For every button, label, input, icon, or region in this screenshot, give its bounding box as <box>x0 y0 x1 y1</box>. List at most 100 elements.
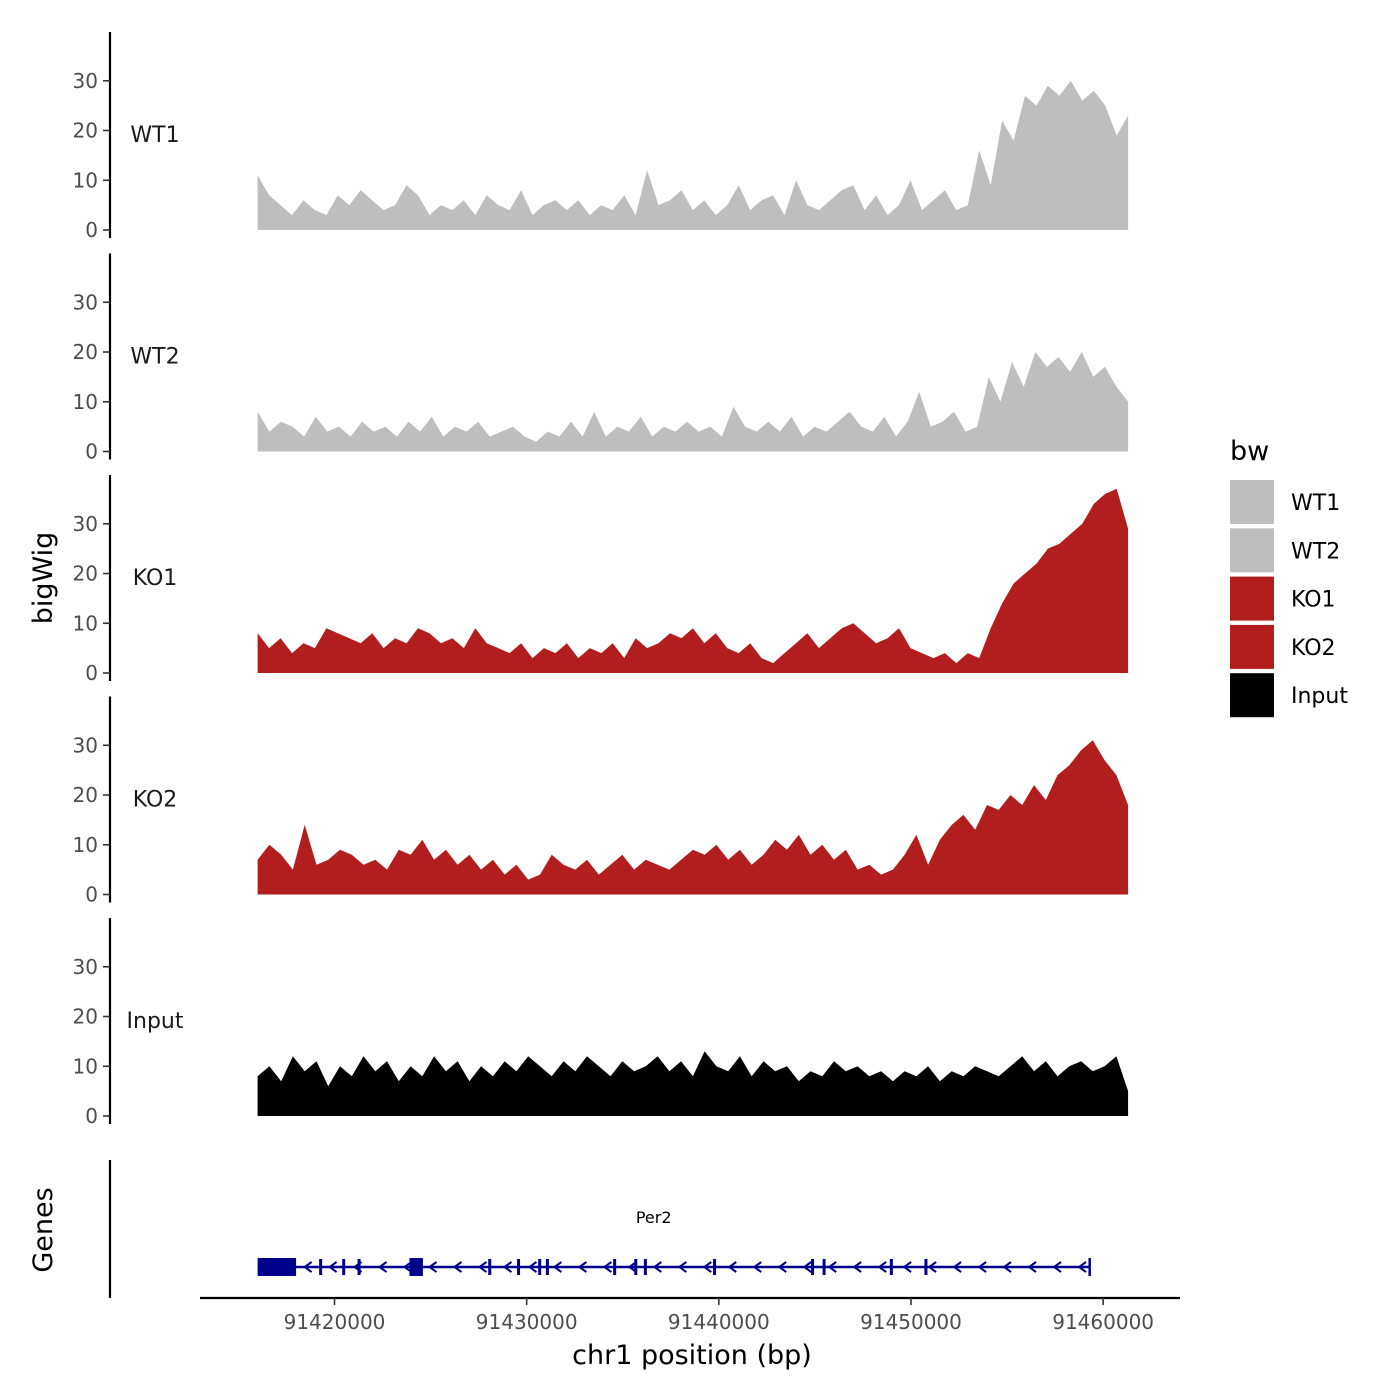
track-label: WT2 <box>130 345 179 370</box>
legend-swatch-ko2 <box>1230 624 1274 669</box>
gene-panel-title: Genes <box>28 1187 59 1272</box>
y-tick-label: 20 <box>73 783 98 807</box>
x-axis-title: chr1 position (bp) <box>572 1340 812 1371</box>
gene-name-label: Per2 <box>636 1208 672 1227</box>
legend-swatch-ko1 <box>1230 576 1274 621</box>
x-tick-label: 91460000 <box>1052 1310 1154 1334</box>
coverage-tracks: 0 10 20 30 WT1 0 10 20 30 WT2 0 10 20 30 KO1 0 10 20 30 KO2… <box>73 32 1129 1128</box>
y-tick-label: 10 <box>73 390 98 414</box>
track-ko2: 0 10 20 30 KO2 <box>73 696 1129 907</box>
x-tick-label: 91440000 <box>668 1310 770 1334</box>
legend-swatch-wt1 <box>1230 480 1274 524</box>
strand-arrow <box>977 1261 987 1273</box>
legend-label-ko2: KO2 <box>1291 636 1336 661</box>
strand-arrow <box>377 1261 388 1273</box>
strand-arrow <box>727 1261 737 1273</box>
strand-arrow <box>777 1261 787 1273</box>
strand-arrow <box>802 1261 812 1273</box>
strand-arrow <box>327 1261 338 1273</box>
strand-arrow <box>602 1261 612 1273</box>
coverage-area-input <box>257 1051 1129 1116</box>
strand-arrow <box>502 1261 513 1273</box>
track-wt2: 0 10 20 30 WT2 <box>73 253 1129 464</box>
strand-arrow <box>627 1261 637 1273</box>
legend-label-wt2: WT2 <box>1291 539 1340 564</box>
strand-arrow <box>702 1261 712 1273</box>
strand-arrow <box>1077 1261 1087 1273</box>
y-tick-label: 10 <box>73 168 98 192</box>
legend-title: bw <box>1230 436 1269 467</box>
y-tick-label: 0 <box>85 218 98 242</box>
y-tick-label: 10 <box>73 1054 98 1078</box>
gene-exon <box>924 1259 928 1275</box>
gene-exon <box>488 1259 492 1275</box>
strand-arrow <box>552 1261 562 1273</box>
gene-exon <box>538 1259 542 1275</box>
gene-exon <box>319 1259 323 1275</box>
legend-label-ko1: KO1 <box>1291 588 1336 613</box>
strand-arrow <box>827 1261 837 1273</box>
legend-label-wt1: WT1 <box>1291 491 1340 516</box>
gene-panel: Per2 <box>108 1160 1091 1298</box>
y-tick-label: 30 <box>73 290 98 314</box>
strand-arrow <box>452 1261 463 1273</box>
strand-arrow <box>527 1261 538 1273</box>
track-label: WT1 <box>130 123 179 148</box>
track-label: KO1 <box>133 566 178 591</box>
y-tick-label: 30 <box>73 512 98 536</box>
coverage-area-ko1 <box>257 488 1129 673</box>
y-tick-label: 20 <box>73 1005 98 1029</box>
gene-exon <box>822 1259 826 1275</box>
legend: bw WT1 WT2 KO1 KO2 Input <box>1230 436 1348 718</box>
strand-arrow <box>1002 1261 1012 1273</box>
track-wt1: 0 10 20 30 WT1 <box>73 32 1129 242</box>
strand-arrow <box>927 1261 937 1273</box>
gene-exon <box>889 1259 893 1275</box>
y-tick-label: 20 <box>73 562 98 586</box>
strand-arrow <box>302 1261 313 1273</box>
track-label: KO2 <box>133 788 178 813</box>
gene-exon <box>634 1259 638 1275</box>
y-tick-label: 30 <box>73 733 98 757</box>
gene-exon <box>517 1259 521 1275</box>
strand-arrow <box>402 1261 413 1273</box>
coverage-area-ko2 <box>257 740 1129 895</box>
track-input: 0 10 20 30 Input <box>73 918 1129 1128</box>
y-tick-label: 10 <box>73 833 98 857</box>
legend-label-input: Input <box>1291 684 1348 709</box>
strand-arrow <box>852 1261 862 1273</box>
legend-swatch-wt2 <box>1230 528 1274 573</box>
y-tick-label: 30 <box>73 69 98 93</box>
strand-arrow <box>477 1261 488 1273</box>
strand-arrow <box>752 1261 762 1273</box>
y-tick-label: 20 <box>73 340 98 364</box>
x-tick-label: 91420000 <box>284 1310 386 1334</box>
y-axis-title: bigWig <box>28 532 59 625</box>
y-tick-label: 0 <box>85 883 98 907</box>
y-tick-label: 0 <box>85 1104 98 1128</box>
strand-arrow <box>577 1261 587 1273</box>
gene-exon <box>643 1259 647 1275</box>
gene-exon <box>342 1259 346 1275</box>
y-tick-label: 30 <box>73 955 98 979</box>
gene-exon <box>613 1259 617 1275</box>
strand-arrow <box>677 1261 687 1273</box>
coverage-area-wt2 <box>257 352 1129 452</box>
track-label: Input <box>127 1009 184 1034</box>
gene-exon <box>357 1259 361 1275</box>
gene-exon <box>713 1259 717 1275</box>
y-tick-label: 0 <box>85 440 98 464</box>
gene-exon <box>545 1259 549 1275</box>
y-tick-label: 0 <box>85 661 98 685</box>
strand-arrow <box>952 1261 962 1273</box>
x-tick-label: 91430000 <box>476 1310 578 1334</box>
strand-arrow <box>877 1261 887 1273</box>
strand-arrow <box>652 1261 662 1273</box>
gene-exon <box>409 1258 423 1276</box>
strand-arrow <box>427 1261 438 1273</box>
x-tick-label: 91450000 <box>860 1310 962 1334</box>
coverage-area-wt1 <box>257 80 1129 230</box>
strand-arrow <box>902 1261 912 1273</box>
legend-swatch-input <box>1230 673 1274 718</box>
